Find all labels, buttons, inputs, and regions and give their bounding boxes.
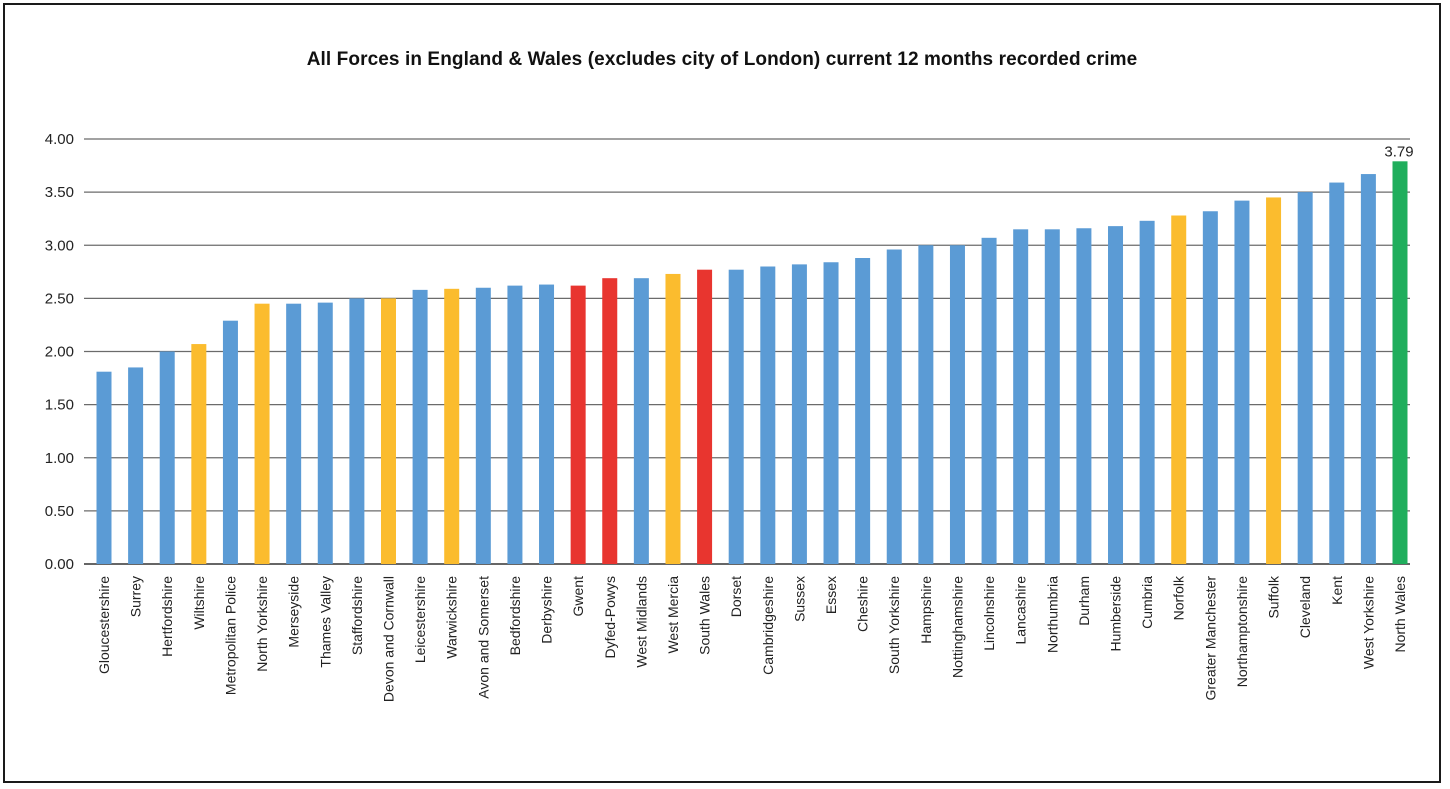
category-label: Hertfordshire bbox=[159, 576, 175, 657]
category-label: Nottinghamshire bbox=[949, 576, 965, 678]
bar bbox=[1266, 197, 1281, 564]
bar bbox=[160, 352, 175, 565]
category-label: South Wales bbox=[697, 576, 713, 655]
category-label: Essex bbox=[823, 576, 839, 614]
bar bbox=[1140, 221, 1155, 564]
bar bbox=[887, 250, 902, 565]
category-label: Cambridgeshire bbox=[760, 576, 776, 675]
bar bbox=[286, 304, 301, 564]
bar bbox=[1329, 183, 1344, 564]
category-label: Northumbria bbox=[1044, 576, 1060, 653]
category-label: Northamptonshire bbox=[1234, 576, 1250, 687]
bar bbox=[97, 372, 112, 564]
category-label: Devon and Cornwall bbox=[380, 576, 396, 702]
bar bbox=[1203, 211, 1218, 564]
category-label: Greater Manchester bbox=[1202, 576, 1218, 701]
bar bbox=[128, 367, 143, 564]
bar bbox=[571, 286, 586, 564]
category-label: Leicestershire bbox=[412, 576, 428, 663]
bar bbox=[1234, 201, 1249, 564]
category-label: Derbyshire bbox=[539, 576, 555, 644]
data-label: 3.79 bbox=[1384, 143, 1413, 160]
bar bbox=[918, 245, 933, 564]
category-label: North Wales bbox=[1392, 576, 1408, 653]
category-label: Suffolk bbox=[1266, 575, 1282, 619]
category-label: West Mercia bbox=[665, 576, 681, 654]
bar bbox=[824, 262, 839, 564]
category-label: North Yorkshire bbox=[254, 576, 270, 672]
bar bbox=[1361, 174, 1376, 564]
bar bbox=[697, 270, 712, 564]
bar bbox=[223, 321, 238, 564]
bar bbox=[539, 285, 554, 564]
bar bbox=[602, 278, 617, 564]
y-tick-label: 2.00 bbox=[45, 344, 74, 361]
category-label: Cleveland bbox=[1297, 576, 1313, 638]
bar bbox=[191, 344, 206, 564]
category-label: Lancashire bbox=[1013, 576, 1029, 645]
category-label: Bedfordshire bbox=[507, 576, 523, 656]
category-label: Hampshire bbox=[918, 576, 934, 644]
category-label: Sussex bbox=[791, 576, 807, 622]
bar bbox=[634, 278, 649, 564]
category-label: West Midlands bbox=[633, 576, 649, 668]
y-tick-label: 2.50 bbox=[45, 290, 74, 307]
category-label: Staffordshire bbox=[349, 576, 365, 655]
category-label: Surrey bbox=[128, 576, 144, 617]
y-tick-label: 3.00 bbox=[45, 237, 74, 254]
category-label: Thames Valley bbox=[317, 576, 333, 668]
bar bbox=[476, 288, 491, 564]
category-label: Humberside bbox=[1108, 576, 1124, 652]
category-label: Durham bbox=[1076, 576, 1092, 626]
category-label: Cheshire bbox=[855, 576, 871, 632]
category-label: Merseyside bbox=[286, 576, 302, 648]
bar bbox=[855, 258, 870, 564]
category-label: Kent bbox=[1329, 576, 1345, 605]
category-label: Wiltshire bbox=[191, 576, 207, 630]
y-tick-label: 4.00 bbox=[45, 131, 74, 148]
category-label: Avon and Somerset bbox=[475, 576, 491, 699]
bar bbox=[1298, 192, 1313, 564]
bar bbox=[1393, 161, 1408, 564]
bar bbox=[729, 270, 744, 564]
y-tick-label: 1.50 bbox=[45, 397, 74, 414]
category-label: Warwickshire bbox=[444, 576, 460, 659]
bar bbox=[349, 298, 364, 564]
bar bbox=[1076, 228, 1091, 564]
category-label: Gwent bbox=[570, 576, 586, 617]
y-tick-label: 0.00 bbox=[45, 556, 74, 573]
bar bbox=[381, 298, 396, 564]
bar bbox=[507, 286, 522, 564]
bar bbox=[255, 304, 270, 564]
bar bbox=[982, 238, 997, 564]
category-label: West Yorkshire bbox=[1360, 576, 1376, 669]
bar bbox=[792, 264, 807, 564]
category-label: Metropolitan Police bbox=[222, 576, 238, 695]
y-tick-label: 0.50 bbox=[45, 503, 74, 520]
category-label: Cumbria bbox=[1139, 576, 1155, 629]
bar bbox=[950, 245, 965, 564]
y-tick-label: 3.50 bbox=[45, 184, 74, 201]
bar bbox=[1171, 216, 1186, 565]
category-label: Lincolnshire bbox=[981, 576, 997, 651]
category-label: Dorset bbox=[728, 576, 744, 617]
category-label: South Yorkshire bbox=[886, 576, 902, 674]
bar bbox=[1045, 229, 1060, 564]
y-tick-label: 1.00 bbox=[45, 450, 74, 467]
bar bbox=[760, 267, 775, 565]
bar bbox=[413, 290, 428, 564]
category-label: Norfolk bbox=[1171, 575, 1187, 620]
bar bbox=[1013, 229, 1028, 564]
category-label: Dyfed-Powys bbox=[602, 576, 618, 658]
bar bbox=[318, 303, 333, 564]
bar bbox=[444, 289, 459, 564]
category-label: Gloucestershire bbox=[96, 576, 112, 674]
bar bbox=[1108, 226, 1123, 564]
bar bbox=[665, 274, 680, 564]
